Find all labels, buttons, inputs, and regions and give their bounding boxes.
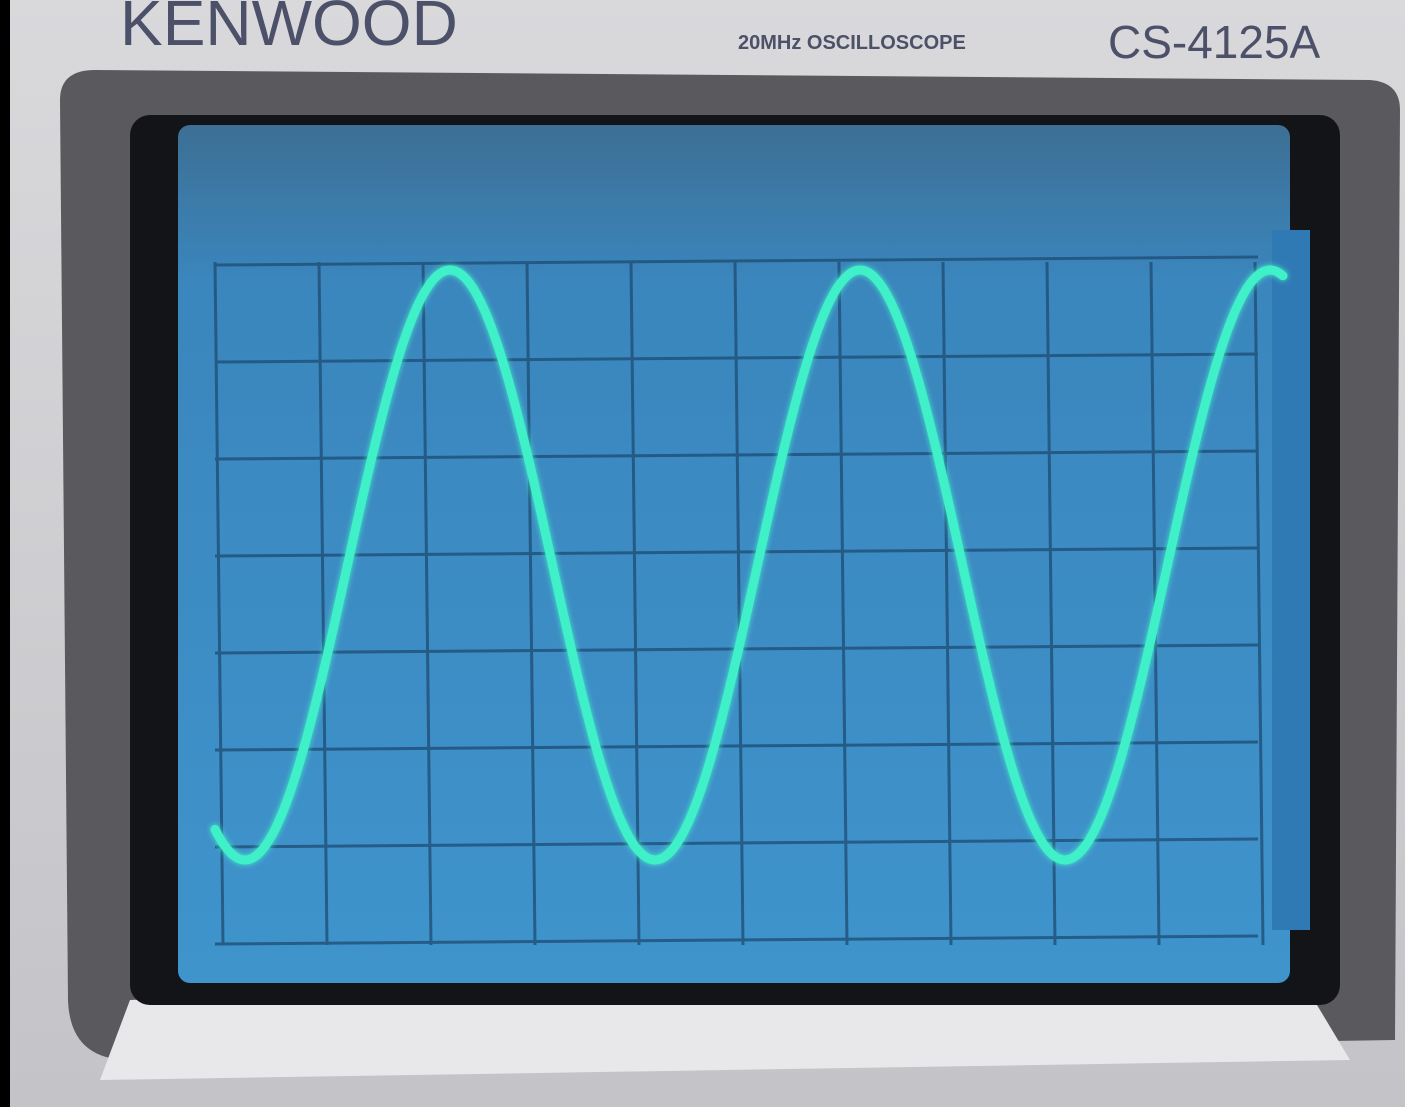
brand: KENWOOD (120, 0, 458, 59)
model-description: 20MHz OSCILLOSCOPE (738, 32, 966, 54)
page: KENWOOD 20MHz OSCILLOSCOPE CS-4125A (() … (0, 0, 1405, 1107)
model: CS-4125A (1108, 16, 1321, 68)
screen-edge (1272, 230, 1310, 930)
oscilloscope-photo: KENWOOD 20MHz OSCILLOSCOPE CS-4125A (0, 0, 1405, 1107)
